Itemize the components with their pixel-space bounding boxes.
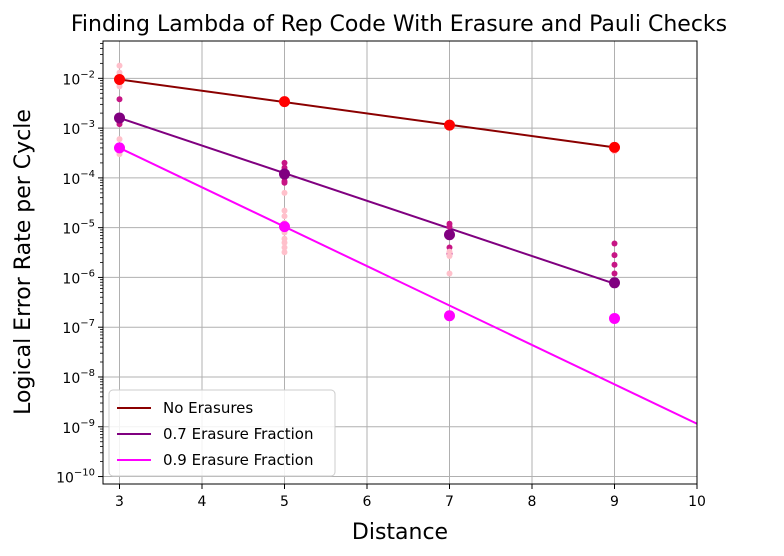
sample-point-series-3: [116, 136, 123, 143]
x-tick-label: 6: [363, 494, 372, 510]
sample-point-series-2: [281, 159, 288, 166]
mean-marker-series-3: [609, 312, 620, 324]
x-tick-label: 5: [280, 494, 289, 510]
fit-line-series-1: [119, 78, 615, 149]
legend-box: [108, 389, 336, 477]
sample-point-series-2: [611, 252, 618, 259]
sample-point-series-3: [281, 213, 288, 220]
mean-marker-series-2: [444, 229, 455, 241]
x-tick-label: 9: [610, 494, 619, 510]
sample-point-series-2: [116, 96, 123, 103]
fit-line-series-2: [119, 116, 615, 285]
mean-marker-series-2: [279, 168, 290, 180]
mean-marker-series-2: [114, 112, 125, 124]
x-tick-label: 3: [115, 494, 124, 510]
sample-point-series-2: [611, 240, 618, 247]
x-tick-label: 4: [198, 494, 207, 510]
sample-point-series-2: [611, 261, 618, 268]
sample-point-series-2: [446, 223, 453, 230]
sample-point-series-3: [446, 252, 453, 259]
y-tick-label: 10−7: [62, 318, 95, 337]
mean-marker-series-1: [279, 96, 290, 108]
mean-marker-series-1: [114, 73, 125, 85]
legend-label-series-1: No Erasures: [163, 399, 253, 417]
y-tick-label: 10−4: [62, 169, 95, 188]
sample-point-series-2: [611, 270, 618, 277]
sample-point-series-3: [446, 270, 453, 277]
y-tick-label: 10−5: [62, 219, 95, 238]
sample-point-series-3: [281, 249, 288, 256]
legend-label-series-2: 0.7 Erasure Fraction: [163, 425, 314, 443]
x-tick-label: 10: [688, 494, 706, 510]
data-markers: [114, 62, 620, 324]
fit-line-series-3: [119, 147, 698, 425]
x-tick-label: 8: [528, 494, 537, 510]
legend-label-series-3: 0.9 Erasure Fraction: [163, 451, 314, 469]
sample-point-series-2: [281, 179, 288, 186]
sample-point-series-3: [281, 207, 288, 214]
y-tick-label: 10−8: [62, 368, 95, 387]
legend: No Erasures 0.7 Erasure Fraction 0.9 Erasu…: [108, 389, 336, 477]
sample-point-series-3: [281, 239, 288, 246]
sample-point-series-2: [446, 244, 453, 251]
y-tick-label: 10−10: [56, 468, 95, 487]
mean-marker-series-3: [114, 142, 125, 154]
sample-point-series-3: [281, 189, 288, 196]
sample-point-series-3: [446, 248, 453, 255]
y-axis-label: Logical Error Rate per Cycle: [11, 109, 36, 415]
mean-marker-series-2: [609, 277, 620, 289]
x-axis-label: Distance: [352, 520, 448, 545]
sample-point-series-3: [281, 244, 288, 251]
mean-marker-series-1: [609, 141, 620, 153]
y-tick-label: 10−6: [62, 268, 95, 287]
axis-ticks: 3 4 5 6 7 8 9 10 10−2 10−3 10−4 10−5 10−6 10−7 10−8 10−…: [56, 43, 706, 510]
sample-point-series-1: [116, 83, 123, 90]
y-tick-label: 10−3: [62, 119, 95, 138]
sample-point-series-1: [116, 62, 123, 69]
mean-marker-series-3: [444, 310, 455, 322]
x-tick-label: 7: [445, 494, 454, 510]
y-tick-label: 10−2: [62, 69, 95, 88]
y-tick-label: 10−9: [62, 418, 95, 437]
mean-marker-series-3: [279, 221, 290, 233]
chart-title: Finding Lambda of Rep Code With Erasure …: [71, 12, 727, 37]
fit-lines: [119, 78, 698, 425]
mean-marker-series-1: [444, 119, 455, 131]
